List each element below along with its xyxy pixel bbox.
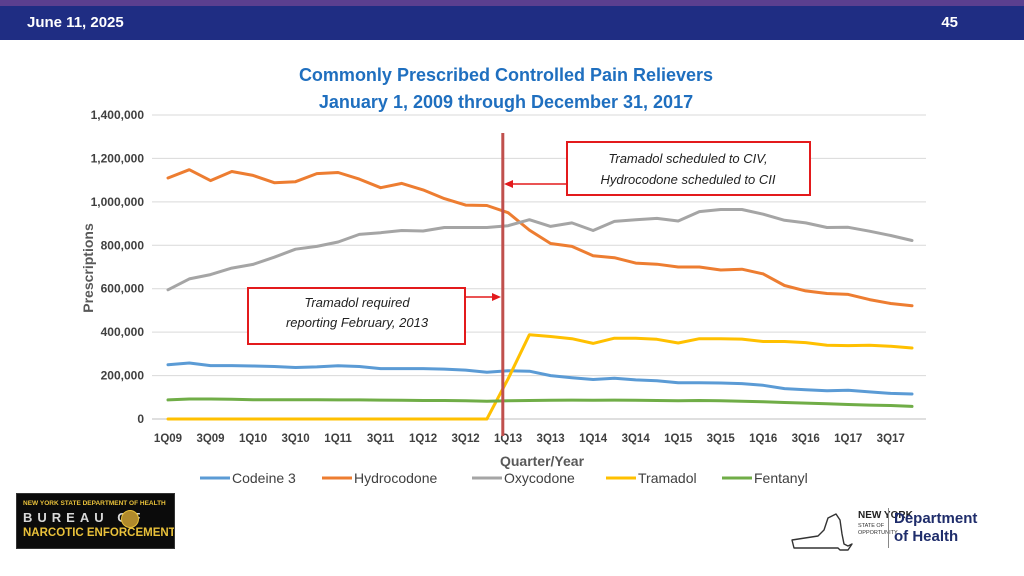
nys-logo-line3: OPPORTUNITY. <box>858 530 899 536</box>
x-tick-label: 1Q11 <box>324 433 352 445</box>
x-tick-label: 3Q13 <box>537 433 565 445</box>
legend-label: Fentanyl <box>754 470 808 486</box>
annotation-scheduling-line2: Hydrocodone scheduled to CII <box>601 172 776 187</box>
series-line-codeine-3 <box>166 361 914 396</box>
x-tick-label: 1Q16 <box>749 433 777 445</box>
doh-logo-line1: Department <box>894 510 978 527</box>
slide-header-bar: June 11, 2025 45 <box>0 6 1024 40</box>
legend-label: Codeine 3 <box>232 470 296 486</box>
series-line-tramadol <box>166 333 914 421</box>
x-tick-label: 3Q10 <box>281 433 309 445</box>
legend-item: Codeine 3 <box>200 470 296 486</box>
bne-logo-line1: NEW YORK STATE DEPARTMENT OF HEALTH <box>23 500 166 507</box>
annotation-reporting-line1: Tramadol required <box>304 295 410 310</box>
bne-logo-line3: NARCOTIC ENFORCEMENT <box>23 527 175 539</box>
annotation-arrowhead-scheduling <box>504 180 513 188</box>
y-axis-ticks: 0 200,000 400,000 600,000 800,000 1,000,000 1,… <box>91 108 145 426</box>
legend-item: Tramadol <box>606 470 697 486</box>
x-tick-label: 1Q09 <box>154 433 182 445</box>
x-tick-label: 3Q12 <box>452 433 480 445</box>
slide-date: June 11, 2025 <box>27 14 124 31</box>
x-tick-label: 1Q14 <box>579 433 608 445</box>
legend-item: Oxycodone <box>472 470 575 486</box>
annotation-scheduling-line1: Tramadol scheduled to CIV, <box>608 151 767 166</box>
legend-label: Tramadol <box>638 470 697 486</box>
chart-subtitle: January 1, 2009 through December 31, 201… <box>319 92 693 112</box>
x-axis-ticks: 1Q09 3Q09 1Q10 3Q10 1Q11 3Q11 1Q12 3Q12 1Q13 3Q13… <box>154 433 905 445</box>
annotation-reporting-line2: reporting February, 2013 <box>286 315 429 330</box>
nys-logo-line2: STATE OF <box>858 523 885 529</box>
legend-item: Hydrocodone <box>322 470 437 486</box>
y-tick-label: 200,000 <box>101 369 145 383</box>
annotation-arrowhead-reporting <box>492 293 501 301</box>
nys-logo-line1: NEW YORK <box>858 510 913 521</box>
series-line-hydrocodone <box>166 168 914 308</box>
y-tick-label: 1,400,000 <box>91 108 145 122</box>
top-accent-stripe <box>0 0 1024 6</box>
x-tick-label: 1Q12 <box>409 433 437 445</box>
x-tick-label: 3Q11 <box>367 433 395 445</box>
x-tick-label: 3Q09 <box>196 433 224 445</box>
series-line-oxycodone <box>166 208 914 292</box>
y-tick-label: 800,000 <box>101 238 145 252</box>
y-tick-label: 1,200,000 <box>91 151 145 165</box>
x-tick-label: 3Q14 <box>622 433 651 445</box>
x-tick-label: 1Q10 <box>239 433 267 445</box>
legend-label: Oxycodone <box>504 470 575 486</box>
doh-logo-line2: of Health <box>894 528 959 545</box>
legend-label: Hydrocodone <box>354 470 437 486</box>
x-axis-title: Quarter/Year <box>500 453 585 469</box>
line-chart: Commonly Prescribed Controlled Pain Reli… <box>80 65 926 486</box>
x-tick-label: 3Q16 <box>792 433 820 445</box>
y-tick-label: 600,000 <box>101 282 145 296</box>
y-tick-label: 1,000,000 <box>91 195 145 209</box>
logo-divider <box>888 508 889 548</box>
y-axis-title: Prescriptions <box>80 223 96 313</box>
chart-legend: Codeine 3 Hydrocodone Oxycodone Tramadol Fen… <box>200 470 808 486</box>
annotation-box-scheduling <box>566 141 811 196</box>
annotation-box-reporting <box>247 287 466 345</box>
y-tick-label: 0 <box>137 412 144 426</box>
nys-department-of-health-logo: NEW YORK STATE OF OPPORTUNITY. Departmen… <box>788 506 993 554</box>
series-line-fentanyl <box>166 397 914 408</box>
legend-item: Fentanyl <box>722 470 808 486</box>
chart-title: Commonly Prescribed Controlled Pain Reli… <box>299 65 713 85</box>
x-tick-label: 1Q13 <box>494 433 522 445</box>
x-tick-label: 1Q17 <box>834 433 862 445</box>
x-tick-label: 3Q15 <box>707 433 736 445</box>
bureau-narcotic-enforcement-logo: NEW YORK STATE DEPARTMENT OF HEALTH BURE… <box>16 493 175 549</box>
series-lines <box>166 168 914 421</box>
y-tick-label: 400,000 <box>101 325 145 339</box>
bne-seal-icon <box>121 510 139 528</box>
page-number: 45 <box>941 14 958 31</box>
x-tick-label: 1Q15 <box>664 433 693 445</box>
new-york-state-outline-icon <box>791 513 853 551</box>
bne-logo-line2: BUREAU OF <box>23 510 146 525</box>
x-tick-label: 3Q17 <box>877 433 905 445</box>
